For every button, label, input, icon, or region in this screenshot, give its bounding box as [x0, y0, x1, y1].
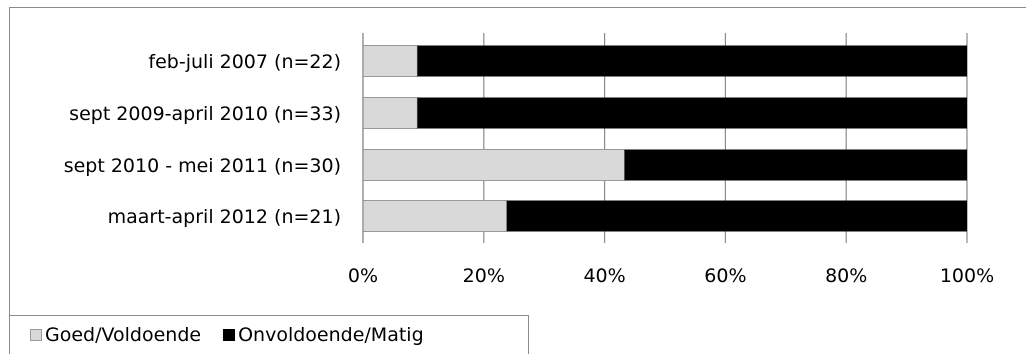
legend-label-onvoldoende: Onvoldoende/Matig [238, 324, 424, 346]
x-tick-labels: 0% 20% 40% 60% 80% 100% [348, 265, 994, 287]
bar-goed-voldoende-0 [362, 45, 418, 77]
stacked-bar-chart: feb-juli 2007 (n=22) sept 2009-april 2010… [64, 33, 994, 287]
legend-item-goed: Goed/Voldoende [30, 324, 201, 346]
x-tick-label-3: 60% [704, 265, 746, 287]
bar-goed-voldoende-1 [362, 97, 418, 129]
bar-onvoldoende-matig-3 [506, 200, 967, 232]
category-label-3: maart-april 2012 (n=21) [108, 206, 341, 228]
bar-onvoldoende-matig-2 [624, 149, 967, 181]
bars [362, 45, 967, 232]
legend: Goed/Voldoende Onvoldoende/Matig [9, 315, 529, 354]
x-tick-label-2: 40% [583, 265, 625, 287]
legend-swatch-goed [30, 329, 42, 341]
bar-goed-voldoende-2 [362, 149, 626, 181]
category-label-0: feb-juli 2007 (n=22) [148, 51, 341, 73]
frame-left-border [9, 7, 10, 315]
category-label-1: sept 2009-april 2010 (n=33) [69, 103, 341, 125]
x-tick-label-4: 80% [825, 265, 867, 287]
frame-top-border [9, 7, 1026, 8]
category-label-2: sept 2010 - mei 2011 (n=30) [64, 155, 341, 177]
x-tick-label-0: 0% [348, 265, 378, 287]
legend-swatch-onvoldoende [223, 329, 236, 341]
bar-onvoldoende-matig-1 [417, 97, 967, 129]
bar-onvoldoende-matig-0 [417, 45, 967, 77]
category-labels: feb-juli 2007 (n=22) sept 2009-april 2010… [64, 51, 341, 228]
legend-label-goed: Goed/Voldoende [45, 324, 202, 346]
bar-goed-voldoende-3 [362, 200, 508, 232]
x-tick-label-5: 100% [940, 265, 994, 287]
x-tick-label-1: 20% [463, 265, 505, 287]
legend-item-onvoldoende: Onvoldoende/Matig [223, 324, 424, 346]
